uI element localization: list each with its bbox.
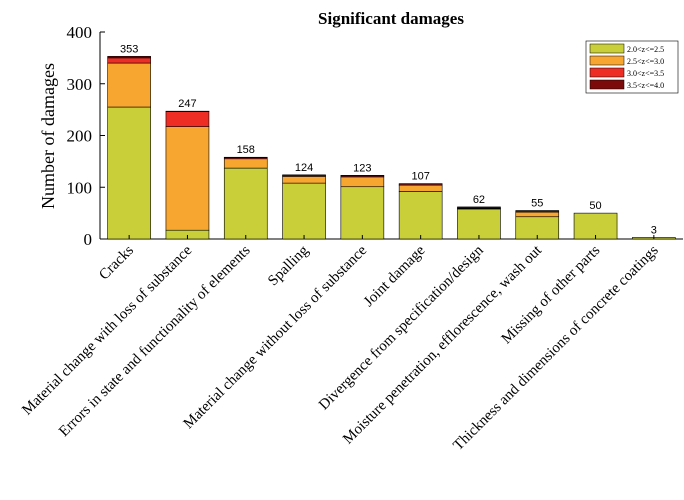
bar-segment bbox=[340, 186, 385, 240]
bar-segment bbox=[165, 110, 210, 112]
bar-total-label: 50 bbox=[589, 200, 601, 212]
legend-swatch bbox=[589, 43, 625, 54]
bar-segment bbox=[282, 176, 326, 184]
legend-swatch bbox=[589, 79, 625, 90]
bar-total-label: 62 bbox=[473, 194, 485, 206]
legend-swatch bbox=[589, 55, 625, 66]
y-axis-label: Number of damages bbox=[38, 63, 58, 209]
bar-segment bbox=[398, 183, 443, 185]
bar-total-label: 107 bbox=[411, 171, 429, 183]
bar-segment bbox=[515, 211, 560, 218]
bar-segment bbox=[223, 167, 268, 240]
bar-segment bbox=[282, 174, 326, 176]
y-tick-label: 100 bbox=[67, 178, 93, 197]
bar-total-label: 124 bbox=[295, 162, 313, 174]
legend-label: 2.0<z<=2.5 bbox=[627, 45, 664, 54]
x-category-label: Spalling bbox=[265, 242, 312, 289]
x-category-label: Cracks bbox=[96, 242, 137, 283]
bar-segment bbox=[398, 184, 443, 192]
bar-total-label: 247 bbox=[178, 98, 196, 110]
bar-segment bbox=[223, 158, 268, 169]
y-tick-label: 400 bbox=[67, 23, 93, 42]
bar-total-label: 123 bbox=[353, 162, 371, 174]
chart-title: Significant damages bbox=[318, 9, 464, 28]
x-category-label: Missing of other parts bbox=[499, 242, 604, 347]
bar-segment bbox=[340, 176, 385, 188]
bar-segment bbox=[457, 206, 501, 209]
bar-segment bbox=[340, 175, 385, 177]
legend-label: 3.0<z<=3.5 bbox=[627, 69, 664, 78]
bar-segment bbox=[223, 156, 268, 159]
legend-label: 2.5<z<=3.0 bbox=[627, 57, 664, 66]
bar-segment bbox=[457, 208, 501, 240]
x-category-label: Moisture penetration, efflorescence, was… bbox=[340, 242, 546, 448]
bar-segment bbox=[282, 182, 326, 240]
x-category-label: Thickness and dimensions of concrete coa… bbox=[450, 242, 661, 453]
bar-segment bbox=[165, 111, 210, 128]
y-tick-label: 0 bbox=[84, 230, 93, 249]
bar-segment bbox=[107, 106, 151, 240]
bar-segment bbox=[165, 126, 210, 231]
bar-segment bbox=[515, 210, 560, 212]
bar-total-label: 3 bbox=[651, 224, 657, 236]
legend: 2.0<z<=2.5 2.5<z<=3.0 3.0<z<=3.5 3.5<z<=4.0 bbox=[585, 40, 679, 94]
bar-segment bbox=[107, 57, 151, 64]
bar-segment bbox=[107, 56, 151, 59]
bar-total-label: 353 bbox=[120, 43, 138, 55]
legend-label: 3.5<z<=4.0 bbox=[627, 81, 664, 90]
bar-segment bbox=[107, 62, 151, 108]
bar-total-label: 55 bbox=[531, 198, 543, 210]
legend-swatch bbox=[589, 67, 625, 78]
bar-segment bbox=[398, 191, 443, 240]
bar-total-label: 158 bbox=[237, 144, 255, 156]
y-tick-label: 200 bbox=[67, 127, 93, 146]
y-tick-label: 300 bbox=[67, 75, 93, 94]
